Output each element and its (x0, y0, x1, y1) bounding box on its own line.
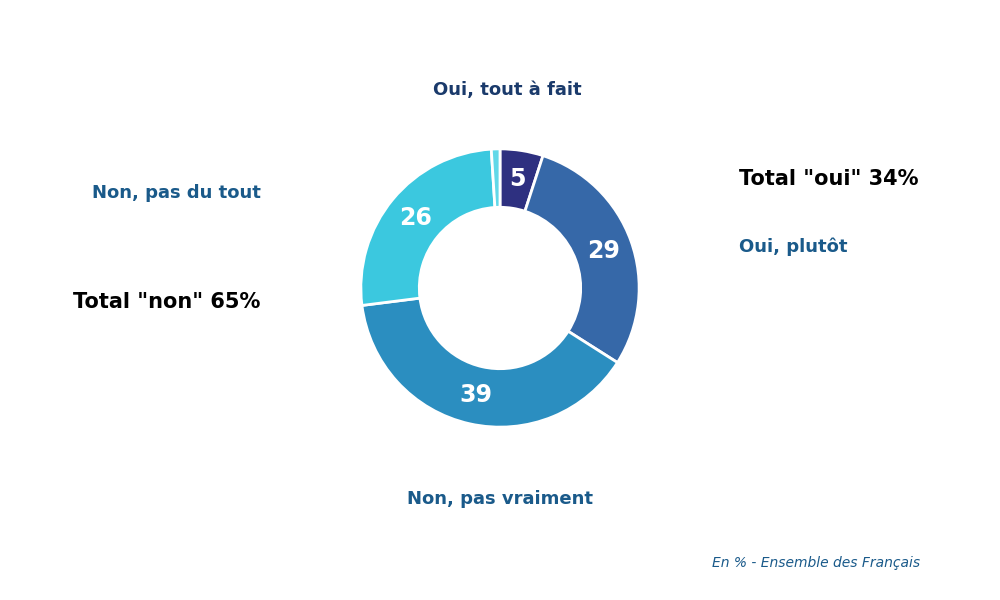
Text: En % - Ensemble des Français: En % - Ensemble des Français (712, 556, 920, 570)
Wedge shape (525, 155, 639, 362)
Text: Oui, tout à fait: Oui, tout à fait (433, 82, 581, 100)
Wedge shape (361, 149, 495, 305)
Text: Total "non" 65%: Total "non" 65% (73, 292, 261, 312)
Text: Oui, plutôt: Oui, plutôt (739, 237, 848, 256)
Text: 26: 26 (399, 206, 432, 230)
Text: Non, pas vraiment: Non, pas vraiment (407, 490, 593, 508)
Text: 5: 5 (509, 167, 525, 191)
Wedge shape (362, 298, 617, 427)
Wedge shape (500, 149, 543, 211)
Text: Non, pas du tout: Non, pas du tout (92, 184, 261, 202)
Text: 29: 29 (587, 239, 620, 263)
Wedge shape (491, 149, 500, 208)
Text: 39: 39 (460, 383, 493, 407)
Text: Total "oui" 34%: Total "oui" 34% (739, 169, 919, 190)
